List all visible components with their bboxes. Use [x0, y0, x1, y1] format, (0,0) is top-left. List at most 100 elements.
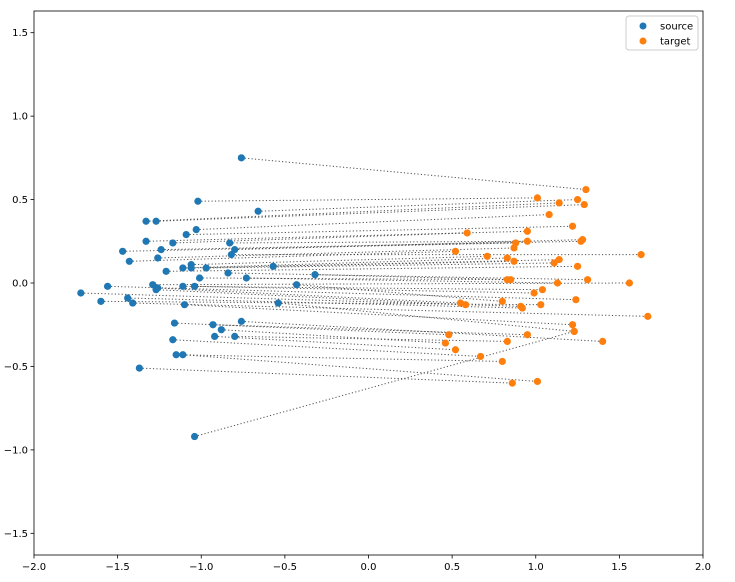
source-point: [202, 264, 210, 272]
connection-line: [132, 302, 648, 317]
connection-line: [182, 285, 543, 291]
legend-marker-target: [639, 37, 647, 45]
target-point: [577, 237, 585, 245]
target-point: [568, 321, 577, 329]
source-point: [311, 271, 319, 279]
connection-line: [129, 250, 456, 262]
y-tick-label: −1.5: [4, 529, 28, 540]
source-point: [269, 262, 277, 270]
connection-line: [241, 157, 586, 191]
source-point: [194, 197, 202, 205]
target-point: [523, 237, 531, 245]
source-point: [187, 264, 195, 272]
target-point: [510, 257, 518, 265]
target-point: [441, 339, 450, 347]
x-axis-ticks: −2.0 −1.5 −1.0 −0.5 0.0 0.5 1.0 1.5 2.0: [22, 555, 711, 573]
connection-line: [127, 297, 523, 309]
source-point: [169, 239, 177, 247]
source-point: [195, 274, 204, 282]
legend-label-target: target: [660, 37, 690, 48]
source-point: [179, 351, 187, 359]
x-tick-label: 0.5: [444, 562, 460, 573]
source-point: [242, 274, 251, 282]
connection-line: [122, 242, 516, 252]
source-point: [211, 332, 219, 340]
x-tick-label: 1.0: [528, 562, 544, 573]
connection-line: [194, 330, 575, 438]
source-point: [125, 257, 133, 265]
connection-line: [214, 335, 456, 351]
source-point: [129, 299, 137, 307]
connection-line: [152, 282, 630, 286]
source-point: [124, 294, 132, 302]
data-points: [77, 154, 652, 441]
target-point: [550, 259, 558, 267]
target-point: [510, 244, 518, 252]
target-point: [538, 286, 547, 294]
target-point: [530, 289, 538, 297]
source-point: [231, 332, 239, 340]
target-point: [503, 337, 511, 346]
target-point: [599, 337, 607, 346]
x-tick-label: 0.0: [361, 562, 377, 573]
source-point: [182, 231, 190, 239]
y-tick-label: 1.0: [12, 112, 28, 123]
connection-line: [146, 230, 528, 242]
source-point: [170, 319, 179, 327]
target-point: [451, 346, 460, 354]
y-tick-label: 0.0: [12, 279, 28, 290]
source-point: [119, 247, 127, 255]
connection-line: [221, 329, 446, 344]
target-point: [573, 262, 582, 270]
connection-line: [273, 260, 515, 267]
connection-line: [156, 289, 466, 306]
source-point: [162, 267, 170, 275]
legend-label-source: source: [660, 22, 693, 33]
connection-line: [176, 354, 503, 362]
connection-line: [182, 354, 538, 382]
source-point: [97, 297, 105, 305]
source-point: [237, 154, 245, 162]
source-point: [77, 289, 85, 297]
connection-line: [174, 322, 449, 336]
target-point: [572, 296, 580, 304]
target-point: [573, 195, 582, 204]
source-point: [152, 286, 160, 294]
x-tick-label: −1.0: [189, 562, 213, 573]
connection-line: [258, 199, 578, 212]
source-point: [227, 251, 235, 259]
target-point: [476, 352, 485, 361]
connection-line: [146, 202, 560, 222]
source-point: [142, 237, 150, 245]
connection-line: [184, 304, 573, 326]
connection-line: [234, 335, 508, 342]
connection-line: [139, 367, 513, 384]
x-tick-label: −1.5: [105, 562, 129, 573]
source-point: [169, 336, 177, 344]
source-point: [217, 326, 225, 334]
source-point: [180, 301, 189, 309]
source-point: [274, 299, 282, 307]
source-point: [172, 351, 180, 359]
connection-line: [206, 262, 555, 269]
source-point: [254, 207, 262, 215]
connection-line: [157, 287, 461, 304]
target-point: [533, 377, 542, 386]
source-point: [179, 282, 187, 290]
target-point: [518, 304, 526, 312]
target-point: [503, 254, 511, 262]
target-point: [533, 194, 542, 202]
target-point: [644, 312, 652, 320]
source-point: [157, 246, 165, 254]
connection-line: [172, 339, 481, 357]
connection-line: [194, 285, 535, 294]
connection-line: [296, 284, 503, 302]
connection-line: [182, 257, 508, 269]
target-point: [445, 331, 453, 339]
target-point: [461, 301, 470, 309]
x-tick-label: 2.0: [695, 562, 711, 573]
source-point: [209, 321, 217, 329]
connection-line: [172, 232, 468, 244]
x-tick-label: −0.5: [273, 562, 297, 573]
